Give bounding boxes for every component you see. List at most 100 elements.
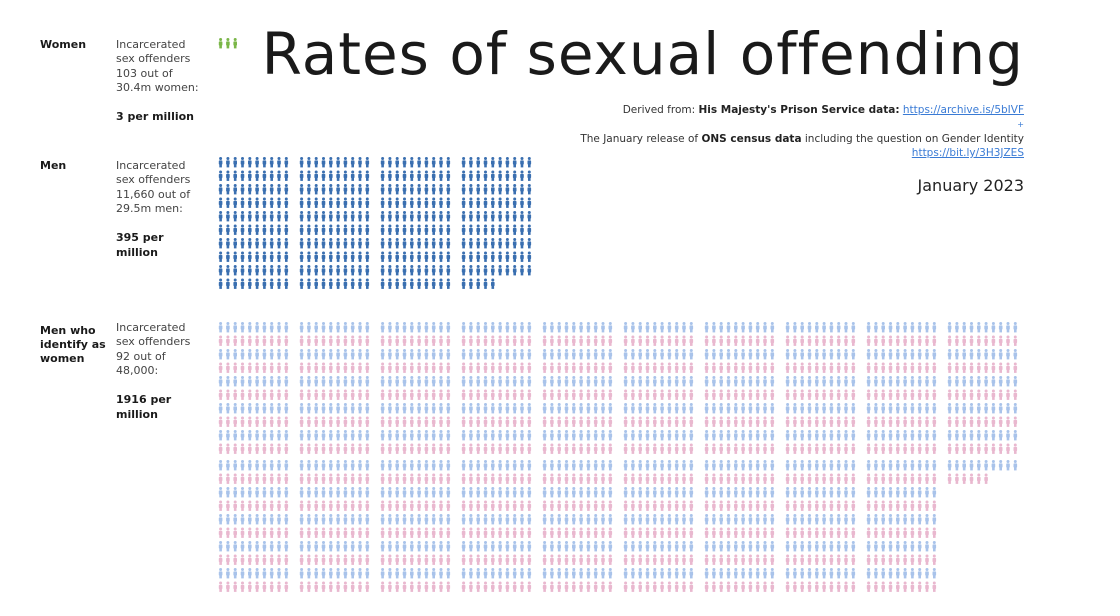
person-icon-trans [380, 403, 385, 414]
person-icon-trans [874, 335, 878, 346]
person-icon-trans [763, 473, 767, 484]
person-icon-trans [851, 322, 856, 333]
person-icon-trans [402, 568, 407, 579]
person-icon-men [321, 224, 326, 235]
person-icon-trans [674, 554, 679, 565]
person-icon-trans [925, 430, 929, 441]
person-icon-trans [542, 473, 547, 484]
person-icon-trans [815, 403, 819, 414]
person-icon-trans [307, 487, 311, 498]
person-icon-trans [395, 487, 399, 498]
person-icon-trans [491, 568, 495, 579]
person-icon-trans [645, 362, 650, 373]
person-icon-trans [550, 568, 554, 579]
person-icon-trans [350, 527, 355, 538]
person-icon-trans [307, 349, 311, 360]
person-icon-trans [446, 473, 451, 484]
person-icon-men [527, 251, 532, 262]
person-icon-trans [572, 568, 576, 579]
person-icon-men [446, 265, 451, 276]
person-icon-trans [321, 335, 326, 346]
person-icon-trans [638, 335, 642, 346]
person-icon-trans [262, 514, 267, 525]
person-icon-men [226, 197, 230, 208]
person-icon-trans [844, 362, 848, 373]
person-icon-trans [395, 527, 399, 538]
person-icon-trans [638, 514, 642, 525]
source-link-bitly[interactable]: https://bit.ly/3H3JZES [911, 147, 1024, 159]
person-icon-trans [358, 460, 362, 471]
person-icon-men [233, 278, 237, 289]
person-icon-trans [586, 349, 591, 360]
person-icon-trans [836, 376, 841, 387]
person-icon-trans [314, 335, 318, 346]
person-icon-trans [240, 389, 245, 400]
person-icon-men [343, 251, 348, 262]
person-icon-trans [969, 443, 974, 454]
person-icon-trans [667, 349, 672, 360]
person-icon-trans [564, 568, 569, 579]
person-icon-men [307, 251, 311, 262]
person-icon-trans [358, 403, 362, 414]
person-icon-trans [505, 416, 510, 427]
person-icon-men [439, 224, 443, 235]
person-icon-trans [601, 430, 605, 441]
person-icon-trans [932, 514, 937, 525]
person-icon-trans [962, 443, 966, 454]
person-icon-trans [763, 362, 767, 373]
source-link-archive[interactable]: https://archive.is/5bIVF [902, 104, 1024, 116]
person-icon-men [417, 157, 421, 168]
person-icon-men [388, 265, 392, 276]
person-icon-trans [969, 389, 974, 400]
person-icon-trans [726, 514, 731, 525]
person-icon-men [424, 224, 429, 235]
person-icon-trans [336, 581, 340, 592]
person-icon-men [395, 224, 399, 235]
person-icon-trans [896, 568, 900, 579]
person-icon-trans [734, 473, 738, 484]
person-icon-trans [866, 443, 871, 454]
person-icon-trans [410, 349, 414, 360]
person-icon-trans [314, 527, 318, 538]
person-icon-trans [461, 527, 466, 538]
person-icon-trans [925, 443, 929, 454]
person-icon-trans [550, 335, 554, 346]
person-icon-trans [593, 527, 598, 538]
person-icon-trans [579, 500, 583, 511]
person-icon-trans [874, 349, 878, 360]
person-icon-trans [255, 322, 259, 333]
person-icon-trans [689, 335, 694, 346]
person-icon-trans [682, 349, 686, 360]
person-icon-trans [785, 527, 790, 538]
person-icon-trans [601, 500, 605, 511]
person-icon-trans [284, 473, 289, 484]
person-icon-trans [329, 416, 333, 427]
person-icon-trans [240, 514, 245, 525]
person-icon-men [233, 224, 237, 235]
person-icon-trans [505, 581, 510, 592]
person-icon-men [512, 265, 517, 276]
person-icon-trans [932, 541, 937, 552]
person-icon-trans [631, 416, 635, 427]
person-icon-trans [380, 460, 385, 471]
person-icon-trans [888, 443, 893, 454]
person-icon-trans [917, 389, 922, 400]
person-icon-trans [807, 335, 812, 346]
person-icon-trans [269, 416, 274, 427]
person-icon-men [483, 224, 488, 235]
person-icon-trans [343, 389, 348, 400]
person-icon-trans [491, 487, 495, 498]
person-icon-men [461, 184, 466, 195]
person-icon-trans [807, 541, 812, 552]
person-icon-trans [674, 460, 679, 471]
person-icon-men [365, 197, 370, 208]
person-icon-men [284, 170, 289, 181]
person-icon-trans [741, 527, 745, 538]
person-icon-trans [233, 335, 237, 346]
person-icon-men [336, 278, 340, 289]
person-icon-trans [269, 487, 274, 498]
person-icon-trans [476, 514, 480, 525]
person-icon-men [476, 184, 480, 195]
person-icon-trans [593, 460, 598, 471]
person-icon-trans [469, 460, 473, 471]
